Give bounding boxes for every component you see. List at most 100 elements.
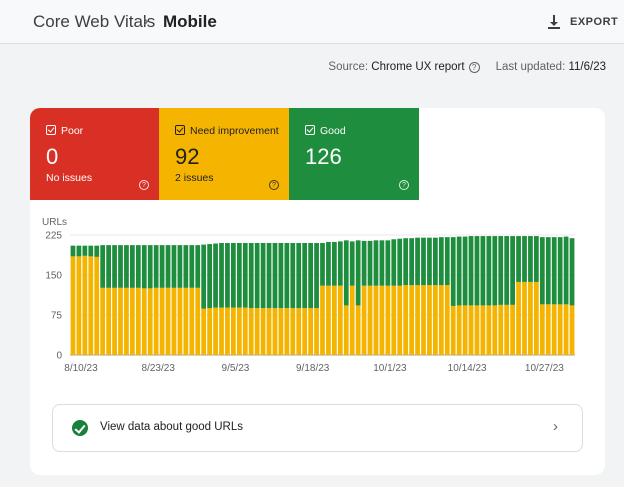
help-icon[interactable]: ? bbox=[399, 180, 409, 190]
bar-good[interactable] bbox=[522, 236, 527, 282]
bar-good[interactable] bbox=[171, 245, 177, 288]
bar-good[interactable] bbox=[557, 237, 563, 305]
bar-good[interactable] bbox=[498, 236, 504, 305]
bar-good[interactable] bbox=[534, 236, 539, 282]
bar-good[interactable] bbox=[361, 240, 367, 286]
bar-need-improvement[interactable] bbox=[397, 285, 403, 355]
bar-good[interactable] bbox=[421, 237, 426, 286]
bar-good[interactable] bbox=[415, 237, 420, 286]
bar-need-improvement[interactable] bbox=[112, 287, 117, 355]
bar-need-improvement[interactable] bbox=[88, 256, 94, 355]
bar-good[interactable] bbox=[492, 236, 498, 306]
bar-good[interactable] bbox=[94, 245, 100, 257]
bar-good[interactable] bbox=[468, 236, 474, 306]
bar-good[interactable] bbox=[569, 238, 575, 306]
bar-good[interactable] bbox=[545, 237, 551, 305]
help-icon[interactable]: ? bbox=[269, 180, 279, 190]
bar-good[interactable] bbox=[302, 243, 308, 309]
bar-need-improvement[interactable] bbox=[343, 305, 349, 355]
bar-need-improvement[interactable] bbox=[545, 304, 551, 355]
bar-need-improvement[interactable] bbox=[284, 308, 290, 355]
bar-good[interactable] bbox=[450, 237, 456, 306]
bar-need-improvement[interactable] bbox=[522, 281, 527, 355]
bar-good[interactable] bbox=[254, 243, 260, 309]
bar-need-improvement[interactable] bbox=[124, 287, 129, 355]
bar-good[interactable] bbox=[272, 243, 278, 309]
bar-good[interactable] bbox=[480, 236, 486, 306]
bar-need-improvement[interactable] bbox=[266, 308, 272, 355]
bar-need-improvement[interactable] bbox=[539, 304, 545, 355]
bar-need-improvement[interactable] bbox=[498, 304, 504, 355]
bar-need-improvement[interactable] bbox=[510, 304, 515, 355]
tile-good[interactable]: Good 126 ? bbox=[289, 108, 419, 200]
bar-need-improvement[interactable] bbox=[421, 285, 426, 355]
bar-good[interactable] bbox=[486, 236, 492, 306]
bar-need-improvement[interactable] bbox=[551, 304, 557, 355]
bar-good[interactable] bbox=[563, 236, 569, 305]
bar-good[interactable] bbox=[551, 237, 557, 305]
bar-need-improvement[interactable] bbox=[486, 305, 492, 355]
tile-need-improvement[interactable]: Need improvement 92 2 issues ? bbox=[159, 108, 289, 200]
bar-good[interactable] bbox=[433, 237, 438, 286]
bar-good[interactable] bbox=[124, 245, 129, 288]
bar-good[interactable] bbox=[462, 236, 468, 306]
bar-need-improvement[interactable] bbox=[171, 287, 177, 355]
bar-need-improvement[interactable] bbox=[278, 308, 284, 355]
bar-need-improvement[interactable] bbox=[569, 305, 575, 355]
export-button[interactable]: EXPORT bbox=[546, 12, 618, 32]
bar-need-improvement[interactable] bbox=[373, 285, 379, 355]
bar-need-improvement[interactable] bbox=[219, 307, 224, 355]
bar-need-improvement[interactable] bbox=[153, 287, 159, 355]
bar-good[interactable] bbox=[278, 243, 284, 309]
bar-need-improvement[interactable] bbox=[260, 308, 266, 355]
help-icon[interactable]: ? bbox=[468, 61, 480, 73]
bar-need-improvement[interactable] bbox=[195, 287, 201, 355]
bar-good[interactable] bbox=[367, 240, 373, 286]
bar-good[interactable] bbox=[528, 236, 533, 282]
bar-good[interactable] bbox=[308, 243, 313, 309]
bar-need-improvement[interactable] bbox=[462, 305, 468, 355]
bar-good[interactable] bbox=[409, 238, 414, 286]
bar-need-improvement[interactable] bbox=[236, 307, 242, 355]
bar-good[interactable] bbox=[70, 245, 76, 257]
bar-good[interactable] bbox=[373, 240, 379, 286]
bar-need-improvement[interactable] bbox=[207, 308, 212, 355]
bar-good[interactable] bbox=[201, 244, 207, 309]
bar-good[interactable] bbox=[385, 240, 391, 286]
bar-good[interactable] bbox=[189, 245, 195, 288]
bar-good[interactable] bbox=[391, 239, 397, 286]
bar-good[interactable] bbox=[177, 245, 183, 288]
bar-need-improvement[interactable] bbox=[308, 308, 313, 355]
bar-good[interactable] bbox=[118, 245, 123, 288]
bar-need-improvement[interactable] bbox=[130, 287, 135, 355]
bar-need-improvement[interactable] bbox=[480, 305, 486, 355]
bar-good[interactable] bbox=[504, 236, 510, 305]
bar-good[interactable] bbox=[332, 241, 337, 286]
bar-good[interactable] bbox=[88, 245, 94, 257]
bar-good[interactable] bbox=[147, 245, 153, 289]
bar-good[interactable] bbox=[135, 245, 141, 288]
bar-need-improvement[interactable] bbox=[106, 287, 111, 355]
tile-poor[interactable]: Poor 0 No issues ? bbox=[30, 108, 159, 200]
bar-need-improvement[interactable] bbox=[557, 304, 563, 355]
bar-good[interactable] bbox=[539, 237, 545, 305]
bar-need-improvement[interactable] bbox=[403, 285, 409, 355]
bar-need-improvement[interactable] bbox=[147, 288, 153, 355]
bar-good[interactable] bbox=[510, 236, 515, 305]
bar-need-improvement[interactable] bbox=[385, 285, 391, 355]
bar-good[interactable] bbox=[130, 245, 135, 288]
bar-good[interactable] bbox=[231, 243, 236, 308]
bar-good[interactable] bbox=[296, 243, 302, 309]
bar-good[interactable] bbox=[266, 243, 272, 309]
bar-good[interactable] bbox=[195, 245, 201, 288]
bar-good[interactable] bbox=[290, 243, 296, 309]
bar-good[interactable] bbox=[438, 237, 444, 286]
bar-need-improvement[interactable] bbox=[332, 285, 337, 355]
bar-good[interactable] bbox=[106, 245, 111, 288]
bar-good[interactable] bbox=[76, 245, 82, 257]
bar-good[interactable] bbox=[427, 237, 432, 286]
bar-need-improvement[interactable] bbox=[438, 285, 444, 355]
view-good-urls-link[interactable]: View data about good URLs › bbox=[52, 404, 583, 452]
bar-good[interactable] bbox=[314, 243, 319, 309]
bar-good[interactable] bbox=[444, 237, 450, 286]
